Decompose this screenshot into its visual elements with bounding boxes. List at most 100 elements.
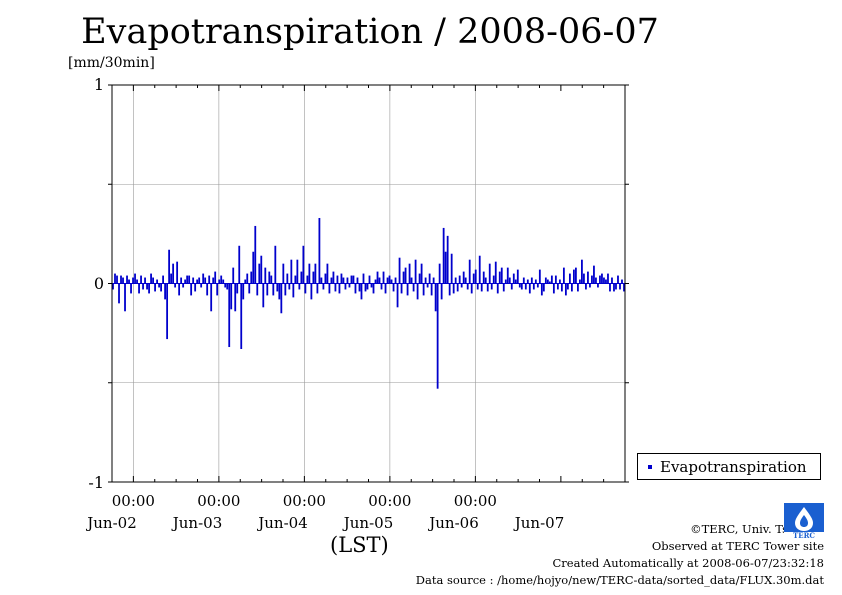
data-bar [358,283,361,292]
data-bar [426,283,429,288]
data-bar [454,277,457,284]
data-bar [138,283,140,294]
data-bar [504,279,507,284]
data-bar [324,273,327,284]
data-bar [438,263,441,284]
data-bar [564,283,567,296]
data-bar [430,283,433,296]
data-bar [208,275,211,284]
data-bar [240,283,243,349]
data-bar [424,277,427,284]
x-tick-label-date: Jun-06 [427,514,479,532]
data-bar [581,259,583,284]
data-bar [388,275,391,284]
data-bar [298,283,301,290]
data-bar [548,281,551,284]
data-bar [300,271,303,284]
data-bar [350,275,353,284]
data-bar [136,279,138,284]
data-bar [148,283,150,294]
data-bar [282,263,285,284]
x-tick-label-date: Jun-07 [513,514,565,532]
data-bar [556,283,559,290]
data-bar [270,275,273,284]
data-bar [278,283,281,300]
data-bar [420,263,423,284]
data-bar [374,279,377,284]
data-bar [462,271,465,284]
data-bar [188,275,191,284]
data-bar [356,277,359,284]
data-bar [130,283,132,294]
data-bar [280,283,283,314]
data-bar [262,283,265,308]
x-tick-label-time: 00:00 [283,492,326,510]
data-bar [603,277,605,284]
data-bar [268,271,271,284]
data-bar [168,249,171,284]
data-bar [589,283,591,288]
data-bar [310,283,313,300]
data-bar [568,273,571,284]
data-bar [558,279,561,284]
data-bar [432,277,435,284]
data-bar [302,245,305,284]
x-tick-label-date: Jun-02 [85,514,137,532]
x-axis-label: (LST) [330,533,389,557]
data-bar [468,259,471,284]
data-bar [348,283,351,288]
data-bar [294,275,297,284]
data-bar [140,275,142,284]
data-bar [560,283,563,292]
data-bar [538,269,541,284]
data-bar [316,283,319,294]
data-bar [114,273,116,284]
data-bar [408,263,411,284]
data-bar [182,283,185,288]
data-bar [422,283,425,296]
data-bar [412,283,415,292]
data-bar [514,279,517,284]
data-bar [242,283,245,300]
data-bar [366,283,369,290]
x-tick-label-date: Jun-05 [342,514,394,532]
data-bar [386,277,389,284]
data-bar [550,275,553,284]
data-bar [132,277,134,284]
data-bar [394,277,397,284]
data-bar [384,283,387,294]
data-bar [332,271,335,284]
y-axis-unit: [mm/30min] [68,55,155,71]
data-bar [502,283,505,292]
data-bar [152,277,154,284]
legend-label: Evapotranspiration [660,458,807,476]
data-bar [274,245,277,284]
data-bar [440,283,443,300]
data-bar [520,283,523,290]
data-bar [146,283,148,290]
y-tick-label-top: 1 [93,75,104,94]
data-bar [318,217,321,284]
data-bar [448,283,451,296]
data-bar [134,273,136,284]
data-bar [597,283,599,288]
data-bar [486,283,489,292]
data-bar [340,273,343,284]
data-bar [456,283,459,292]
data-bar [500,267,503,284]
data-bar [196,279,199,284]
footer-source: Data source : /home/hojyo/new/TERC-data/… [415,573,824,587]
data-bar [160,283,162,292]
data-bar [230,283,233,310]
data-bar [172,263,175,284]
data-bar [416,283,419,300]
chart-title: Evapotranspiration / 2008-06-07 [81,12,659,52]
data-bar [292,283,295,298]
data-bar [518,283,521,288]
data-bar [396,283,399,308]
data-bar [506,267,509,284]
data-bar [328,283,331,294]
data-bar [288,283,291,290]
data-bar [322,283,325,290]
data-bar [254,225,257,284]
